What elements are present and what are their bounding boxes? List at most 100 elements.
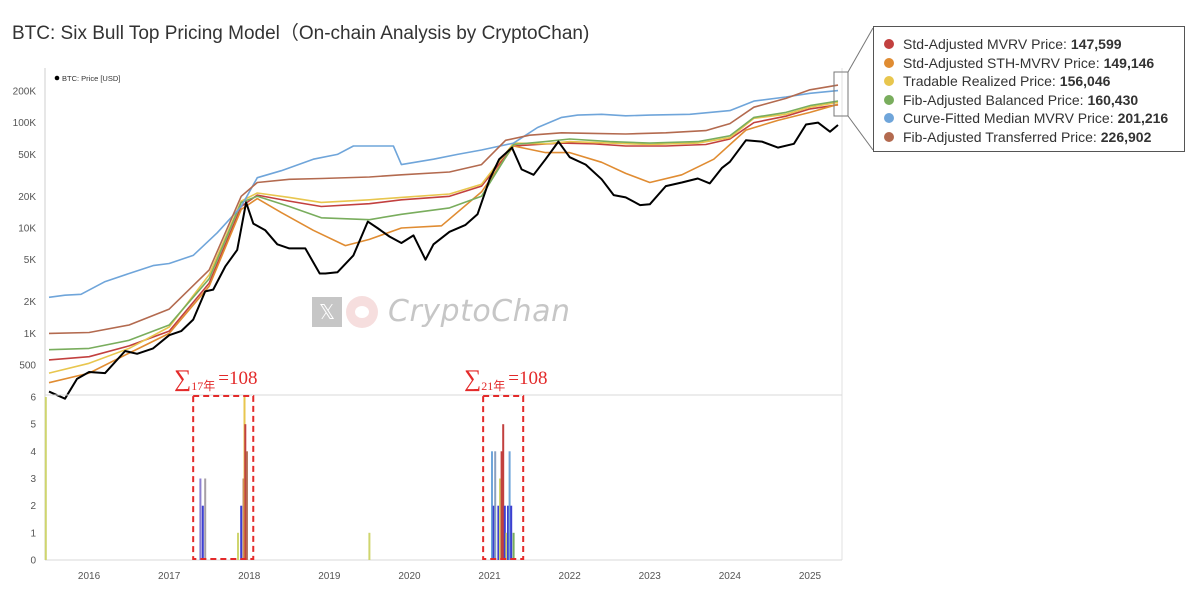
x-tick-label: 2021	[478, 571, 501, 582]
price-lines	[48, 84, 839, 400]
y-tick-label: 2K	[24, 297, 37, 308]
annotation-box	[482, 395, 525, 560]
x-tick-label: 2019	[318, 571, 341, 582]
signal-y-axis: 0 1 2 3 4 5 6	[30, 393, 36, 567]
x-tick-label: 2016	[78, 571, 101, 582]
legend-label: Std-Adjusted MVRV Price:	[903, 36, 1067, 53]
legend-dot-icon	[884, 76, 894, 87]
legend-item: Curve-Fitted Median MVRV Price: 201,216	[884, 109, 1184, 128]
legend-dot-icon	[884, 57, 894, 68]
signal-bar	[44, 397, 47, 560]
callout-bracket	[833, 71, 849, 117]
x-tick-label: 2022	[559, 571, 582, 582]
signal-y-tick-label: 1	[30, 528, 36, 539]
signal-bar	[510, 505, 513, 560]
price-y-axis: 500 1K 2K 5K 10K 20K 50K 100K 200K	[13, 86, 37, 371]
x-tick-label: 2025	[799, 571, 822, 582]
signal-bar	[204, 478, 207, 560]
signal-bar	[492, 505, 495, 560]
legend-item: Tradable Realized Price: 156,046	[884, 72, 1184, 91]
legend-value: 201,216	[1117, 110, 1169, 127]
y-tick-label: 200K	[13, 86, 37, 97]
signal-bar	[368, 532, 371, 560]
signal-bar	[497, 505, 500, 560]
legend-item: Std-Adjusted MVRV Price: 147,599	[884, 35, 1184, 54]
signal-y-tick-label: 2	[30, 501, 36, 512]
legend-label: Std-Adjusted STH-MVRV Price:	[903, 54, 1100, 71]
sum-annotations: ∑17年 =108 ∑21年 =108	[174, 366, 547, 560]
series-line	[48, 89, 839, 299]
series-line	[48, 104, 839, 361]
price-legend-dot	[54, 75, 60, 81]
signal-bar	[237, 532, 239, 560]
legend-value: 149,146	[1103, 54, 1155, 71]
signal-bar	[199, 478, 202, 560]
legend-label: Fib-Adjusted Transferred Price:	[903, 128, 1097, 145]
watermark-text: CryptoChan	[388, 294, 571, 329]
signal-bar	[508, 451, 511, 560]
signal-y-tick-label: 3	[30, 474, 36, 485]
x-tick-label: 2018	[238, 571, 261, 582]
watermark: 𝕏 CryptoChan	[312, 294, 571, 329]
signal-bars	[44, 397, 515, 560]
series-line	[48, 100, 839, 351]
signal-bar	[244, 424, 247, 560]
y-tick-label: 50K	[18, 150, 36, 161]
signal-bar	[201, 505, 204, 560]
x-tick-label: 2020	[398, 571, 421, 582]
avatar-icon	[346, 295, 378, 328]
legend-callout	[833, 27, 874, 151]
x-tick-label: 2017	[158, 571, 181, 582]
signal-bar	[500, 451, 503, 560]
callout-line-top	[847, 27, 874, 73]
legend-item: Fib-Adjusted Transferred Price: 226,902	[884, 128, 1184, 147]
x-logo-icon: 𝕏	[312, 296, 342, 327]
legend-label: Tradable Realized Price:	[903, 73, 1056, 90]
signal-y-tick-label: 5	[30, 420, 36, 431]
y-tick-label: 100K	[13, 118, 37, 129]
series-line	[48, 103, 839, 384]
signal-bar	[491, 451, 493, 560]
series-line	[48, 101, 839, 374]
signal-bar	[502, 424, 505, 560]
legend-dot-icon	[884, 113, 894, 124]
legend-dot-icon	[884, 94, 894, 105]
legend-value: 156,046	[1059, 73, 1111, 90]
signal-bar	[245, 451, 248, 560]
series-line	[48, 121, 839, 400]
y-tick-label: 5K	[24, 255, 37, 266]
signal-bar	[240, 505, 243, 560]
legend-box: Std-Adjusted MVRV Price: 147,599 Std-Adjus…	[873, 26, 1185, 152]
legend-value: 160,430	[1087, 91, 1139, 108]
legend-item: Std-Adjusted STH-MVRV Price: 149,146	[884, 54, 1184, 73]
x-tick-label: 2023	[639, 571, 662, 582]
series-line	[48, 84, 839, 335]
signal-bar	[499, 478, 501, 560]
annotation-box	[192, 395, 255, 560]
x-tick-label: 2024	[719, 571, 742, 582]
annotation-label: ∑21年 =108	[464, 366, 547, 393]
price-legend-label: BTC: Price [USD]	[62, 74, 120, 83]
signal-y-tick-label: 6	[30, 393, 36, 404]
legend-item: Fib-Adjusted Balanced Price: 160,430	[884, 91, 1184, 110]
legend-label: Fib-Adjusted Balanced Price:	[903, 91, 1084, 108]
signal-bar	[503, 505, 506, 560]
signal-panel	[45, 394, 842, 561]
legend-value: 226,902	[1100, 128, 1152, 145]
signal-y-tick-label: 0	[30, 556, 36, 567]
signal-bar	[507, 505, 509, 560]
y-tick-label: 1K	[24, 329, 37, 340]
annotation-label: ∑17年 =108	[174, 366, 257, 393]
x-axis: 2016 2017 2018 2019 2020 2021 2022 2023 2024 2025	[78, 571, 822, 582]
callout-line-bottom	[847, 115, 874, 151]
signal-bar	[512, 532, 515, 560]
signal-bar	[494, 451, 497, 560]
legend-label: Curve-Fitted Median MVRV Price:	[903, 110, 1114, 127]
y-tick-label: 20K	[18, 192, 36, 203]
legend-value: 147,599	[1070, 36, 1122, 53]
y-tick-label: 500	[19, 361, 36, 372]
chart-title: BTC: Six Bull Top Pricing Model（On-chain…	[12, 23, 590, 44]
legend-dot-icon	[884, 131, 894, 142]
y-tick-label: 10K	[18, 223, 36, 234]
